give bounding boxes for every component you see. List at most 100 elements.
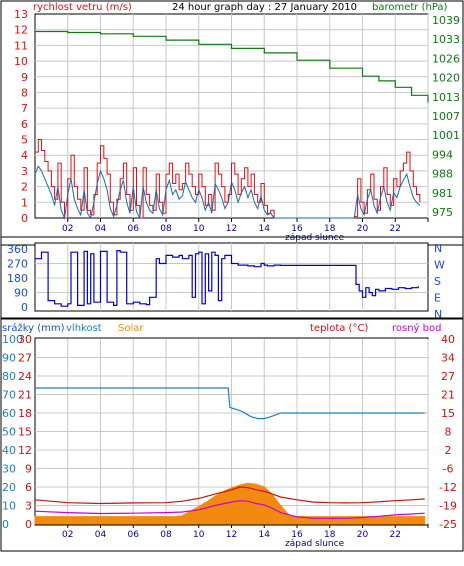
time-tick-label: 10 [193, 224, 205, 234]
teplota-series-line [34, 486, 425, 505]
precip-tick-label: 30 [18, 333, 32, 346]
panel2-series [35, 250, 419, 307]
barometer-tick-label: 994 [432, 148, 453, 161]
barometer-tick-label: 975 [432, 206, 453, 219]
panel3-frame [0, 317, 464, 552]
panel3-time-ticks: 02 04 06 08 10 12 14 16 18 20 22 [62, 530, 401, 540]
percent-tick-label: 80 [2, 370, 16, 383]
time-tick-label: 22 [390, 530, 401, 540]
precip-tick-label: 24 [18, 370, 32, 383]
wind-speed-tick-label: 5 [21, 134, 28, 147]
time-tick-label: 08 [160, 530, 172, 540]
temperature-ticks: 40 34 27 21 15 8 2 -6 -12 -19 -25 [439, 333, 457, 531]
barometer-tick-label: 1020 [432, 72, 460, 85]
barometer-tick-label: 1026 [432, 52, 460, 65]
direction-compass-tick-label: N [434, 242, 442, 255]
wind-speed-tick-label: 4 [21, 149, 28, 162]
barometer-tick-label: 1039 [432, 14, 460, 27]
time-tick-label: 20 [357, 224, 369, 234]
precip-tick-label: 9 [25, 463, 32, 476]
sunset-caption: západ slunce [285, 233, 345, 243]
temperature-tick-label: -12 [439, 481, 457, 494]
direction-degree-tick-label: 0 [21, 301, 28, 314]
precip-tick-label: 0 [25, 518, 32, 531]
direction-compass-tick-label: W [434, 259, 445, 272]
wind-series-line [34, 165, 421, 220]
percent-tick-label: 40 [2, 444, 16, 457]
temperature-tick-label: 8 [445, 426, 452, 439]
time-tick-label: 06 [128, 530, 140, 540]
wind-speed-tick-label: 6 [21, 118, 28, 131]
barometr-series-line [35, 30, 429, 103]
barometer-axis-label: barometr (hPa) [372, 2, 448, 13]
time-tick-label: 20 [357, 530, 369, 540]
time-tick-label: 04 [95, 530, 107, 540]
panel1-time-ticks: 02 04 06 08 10 12 14 16 18 20 22 [62, 224, 401, 234]
time-tick-label: 06 [128, 224, 140, 234]
precip-tick-label: 21 [18, 389, 32, 402]
wind-speed-axis-label: rychlost vetru (m/s) [33, 2, 132, 13]
time-tick-label: 16 [291, 224, 303, 234]
direction-compass-tick-label: E [434, 292, 441, 305]
wind-speed-tick-label: 3 [21, 165, 28, 178]
time-tick-label: 14 [259, 530, 271, 540]
time-tick-label: 14 [259, 224, 271, 234]
precip-tick-label: 15 [18, 426, 32, 439]
percent-tick-label: 30 [2, 463, 16, 476]
wind-speed-tick-label: 9 [21, 71, 28, 84]
direction-compass-tick-label: N [434, 308, 442, 321]
chart-title: 24 hour graph day : 27 January 2010 [172, 2, 357, 13]
barometer-tick-label: 1007 [432, 110, 460, 123]
panel1-series [34, 30, 429, 220]
temperature-tick-label: 27 [441, 370, 455, 383]
percent-tick-label: 10 [2, 500, 16, 513]
barometer-tick-label: 988 [432, 168, 453, 181]
precip-tick-label: 3 [25, 500, 32, 513]
wind-speed-tick-label: 1 [21, 196, 28, 209]
humidity-temperature-panel: srážky (mm) vlhkost Solar teplota (°C) r… [0, 317, 464, 552]
direction-compass-tick-label: S [434, 275, 441, 288]
percent-tick-label: 60 [2, 407, 16, 420]
temperature-tick-label: 15 [441, 407, 455, 420]
time-tick-label: 18 [324, 530, 336, 540]
wind-speed-tick-label: 13 [14, 8, 28, 21]
panel3-series [34, 387, 426, 525]
temperature-tick-label: 2 [445, 444, 452, 457]
wind-speed-tick-label: 10 [14, 55, 28, 68]
temperature-tick-label: 40 [441, 333, 455, 346]
time-tick-label: 12 [226, 224, 237, 234]
barometer-ticks: 1039 1033 1026 1020 1013 1007 1001 994 988 981 975 [432, 14, 460, 219]
wind-speed-tick-label: 2 [21, 181, 28, 194]
time-tick-label: 16 [291, 530, 303, 540]
direction-degree-tick-label: 90 [14, 287, 28, 300]
rosny-bod-series-line [34, 500, 425, 519]
temperature-tick-label: -6 [443, 463, 454, 476]
barometer-tick-label: 1033 [432, 33, 460, 46]
sunset-caption-bottom: západ slunce [285, 539, 345, 549]
legend-rosny-bod: rosný bod [392, 322, 441, 334]
direction-degree-tick-label: 180 [7, 272, 28, 285]
wind-direction-series-line [35, 250, 419, 307]
time-tick-label: 18 [324, 224, 336, 234]
percent-tick-label: 0 [2, 518, 9, 531]
wind-speed-tick-label: 0 [21, 212, 28, 225]
time-tick-label: 12 [226, 530, 237, 540]
wind-speed-tick-label: 12 [14, 24, 28, 37]
precip-tick-label: 18 [18, 407, 32, 420]
wind-barometer-panel: rychlost vetru (m/s) 24 hour graph day :… [0, 0, 464, 246]
precip-tick-label: 12 [18, 444, 32, 457]
temperature-tick-label: 34 [441, 352, 455, 365]
percent-tick-label: 50 [2, 426, 16, 439]
direction-degree-tick-label: 270 [7, 258, 28, 271]
legend-srazky: srážky (mm) [2, 322, 65, 334]
precip-tick-label: 27 [18, 352, 32, 365]
wind-speed-tick-label: 11 [14, 39, 28, 52]
barometer-tick-label: 1001 [432, 129, 460, 142]
percent-tick-label: 20 [2, 481, 16, 494]
